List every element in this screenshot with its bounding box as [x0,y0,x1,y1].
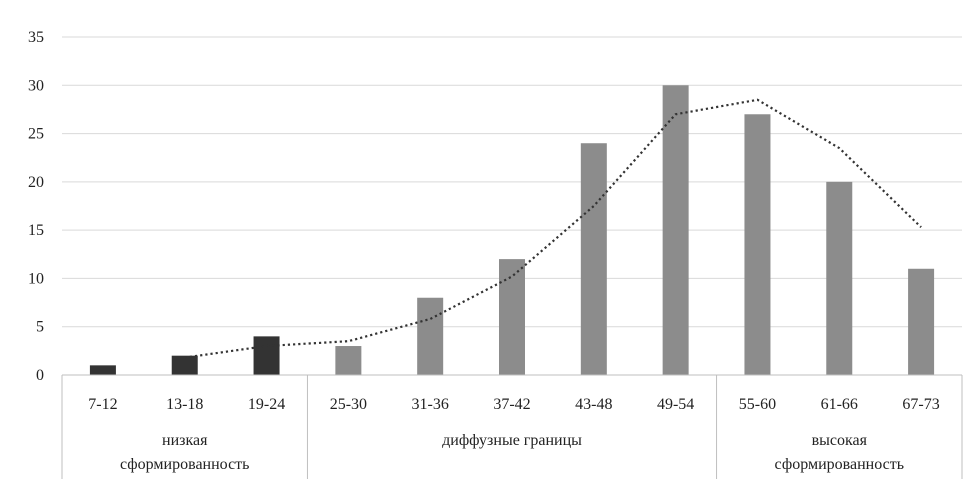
y-tick-label: 30 [28,77,44,94]
group-label: высокая [812,432,868,449]
x-tick-label: 61-66 [821,396,858,413]
bar [744,114,771,375]
bar [89,365,116,375]
group-label: низкая [162,432,208,449]
trendline-layer [184,98,922,359]
trendline [184,98,922,359]
x-tick-label: 13-18 [166,396,203,413]
bar [499,259,525,375]
x-tick-label: 67-73 [902,396,939,413]
x-axis-ticks: 7-12 13-18 19-24 25-30 31-36 37-42 43-48 49-54 5… [88,396,940,413]
group-label: сформированность [120,456,249,473]
bar [253,336,280,375]
x-tick-label: 55-60 [739,396,776,413]
bar [580,143,607,375]
y-tick-label: 5 [36,319,44,336]
bar [335,346,362,375]
category-axis [61,374,963,479]
x-tick-label: 31-36 [412,396,449,413]
group-label: диффузные границы [442,432,582,449]
group-labels: низкая сформированность диффузные границы в… [120,432,904,473]
bar [908,268,935,375]
x-tick-label: 7-12 [88,396,117,413]
bar [662,85,689,376]
y-tick-label: 15 [28,222,44,239]
y-axis-ticks: 0 5 10 15 20 25 30 35 [28,29,44,384]
y-tick-label: 20 [28,174,44,191]
bar [417,297,444,375]
y-tick-label: 0 [36,367,44,384]
x-tick-label: 19-24 [248,396,285,413]
y-tick-label: 25 [28,126,44,143]
x-tick-label: 37-42 [493,396,530,413]
y-tick-label: 35 [28,29,44,46]
bar [826,181,853,375]
x-tick-label: 25-30 [330,396,367,413]
y-tick-label: 10 [28,270,44,287]
group-label: сформированность [775,456,904,473]
bars [89,85,935,376]
x-tick-label: 43-48 [575,396,612,413]
bar [171,355,198,375]
x-tick-label: 49-54 [657,396,694,413]
gridlines [62,36,962,328]
